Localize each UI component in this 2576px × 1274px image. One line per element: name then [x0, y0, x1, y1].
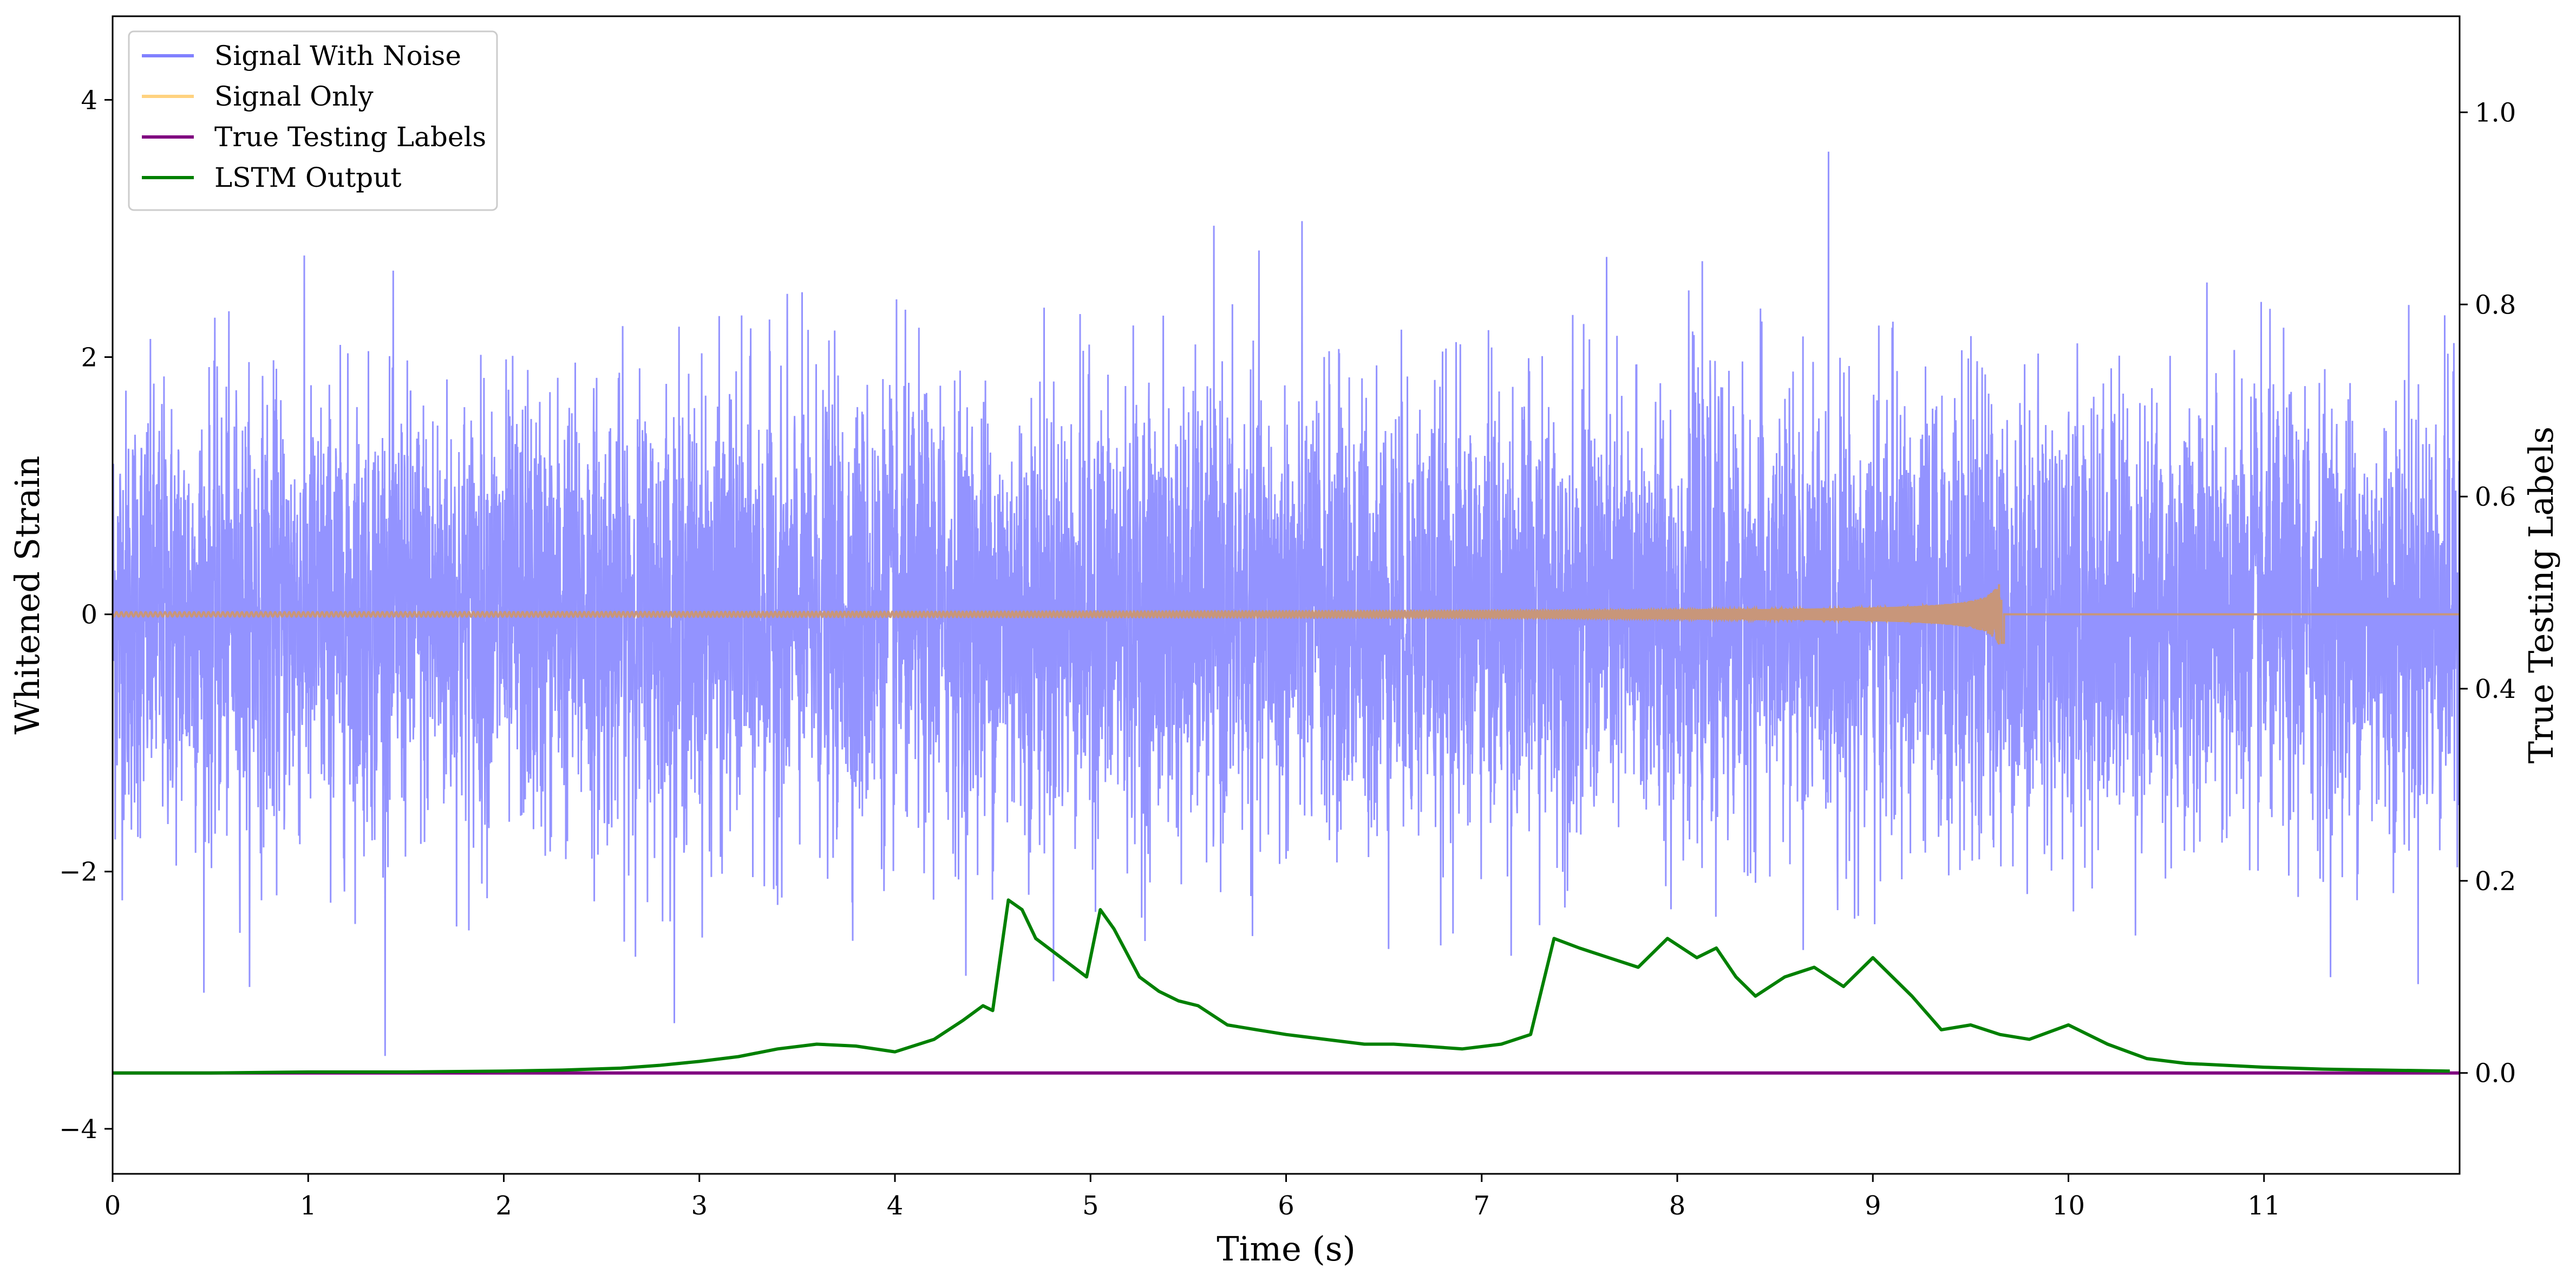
x-tick-label: 2: [495, 1191, 512, 1221]
ticks-layer: 0 1 2 3 4 5 6 7 8 9 10 11 −4 −2 0 2 4 0.0 0.2 0.4 0.6 0.8 1.0: [59, 85, 2516, 1221]
legend-item: Signal Only: [142, 81, 374, 112]
y-axis-label: Whitened Strain: [8, 456, 47, 735]
y-right-tick-label: 1.0: [2475, 97, 2516, 128]
y-tick-label: −2: [59, 857, 97, 887]
x-tick-label: 11: [2247, 1191, 2280, 1221]
y-right-tick-label: 0.4: [2475, 674, 2516, 704]
legend-item: Signal With Noise: [142, 40, 461, 71]
series-signal-only: [112, 584, 2460, 645]
x-tick-label: 10: [2052, 1191, 2085, 1221]
x-tick-label: 1: [300, 1191, 317, 1221]
y-right-tick-label: 0.0: [2475, 1059, 2516, 1089]
legend-label: True Testing Labels: [214, 121, 486, 153]
x-tick-label: 0: [104, 1191, 121, 1221]
legend-item: LSTM Output: [142, 162, 401, 193]
y-tick-label: 0: [81, 600, 97, 630]
y-right-tick-label: 0.6: [2475, 482, 2516, 512]
x-tick-label: 3: [691, 1191, 708, 1221]
x-tick-label: 5: [1082, 1191, 1099, 1221]
legend-box: [128, 30, 498, 211]
y-tick-label: 2: [81, 343, 97, 373]
x-tick-label: 9: [1865, 1191, 1881, 1221]
signal-series-layer: [112, 584, 2460, 645]
y-right-tick-label: 0.2: [2475, 866, 2516, 897]
legend-label: LSTM Output: [214, 162, 401, 193]
y-axis-label-right: True Testing Labels: [2521, 427, 2561, 764]
series-lstm-output: [113, 898, 2450, 1075]
legend: Signal With Noise Signal Only True Testing…: [128, 30, 498, 211]
x-tick-label: 4: [887, 1191, 904, 1221]
x-tick-label: 6: [1278, 1191, 1294, 1221]
y-right-tick-label: 0.8: [2475, 290, 2516, 320]
x-axis-label: Time (s): [1217, 1229, 1356, 1269]
legend-item: True Testing Labels: [142, 121, 486, 153]
y-tick-label: 4: [81, 85, 97, 115]
series-signal-with-noise: [112, 152, 2461, 1056]
legend-label: Signal Only: [214, 81, 374, 112]
line-series-layer: [113, 898, 2460, 1075]
x-tick-label: 8: [1669, 1191, 1686, 1221]
noise-series-layer: [112, 152, 2461, 1056]
legend-label: Signal With Noise: [214, 40, 461, 71]
y-tick-label: −4: [59, 1114, 97, 1145]
x-tick-label: 7: [1473, 1191, 1490, 1221]
